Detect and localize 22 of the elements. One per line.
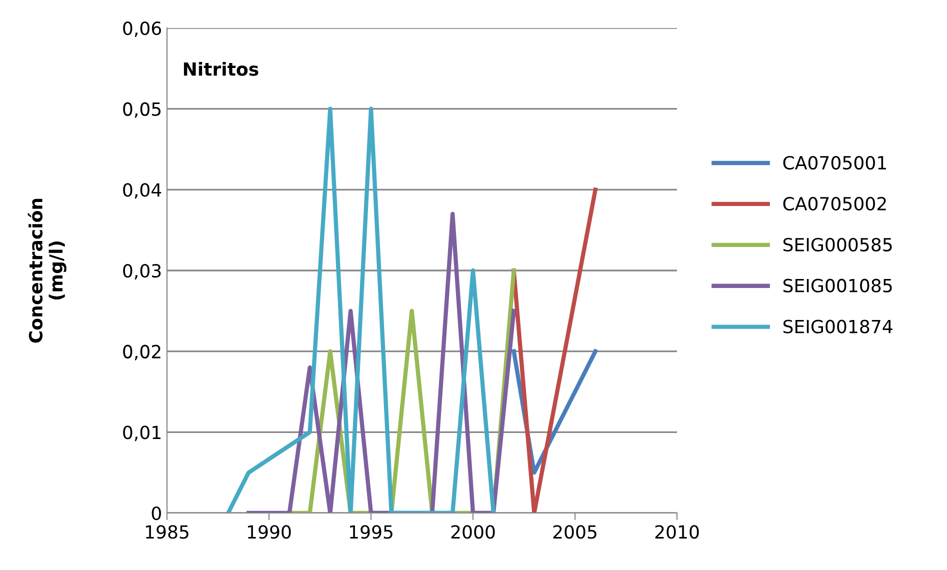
x-tick-label: 2010 (655, 525, 699, 539)
text: Nitritos (184, 62, 258, 76)
legend-label: SEIG001874 (783, 320, 892, 334)
legend-label: SEIG001085 (783, 278, 892, 292)
y-tick-label: 0,02 (123, 344, 160, 360)
y-tick-label: 0,04 (123, 183, 162, 199)
y-tick-label: 0,01 (123, 426, 160, 442)
y-tick-label: 0,06 (123, 21, 161, 37)
line-series (226, 106, 496, 513)
legend-label: CA0705002 (783, 196, 886, 211)
line-series (246, 212, 516, 513)
y-tick-label: 0 (152, 506, 161, 520)
x-tick-label: 1990 (248, 525, 291, 539)
y-axis-title: Concentración (mg/l) (28, 198, 66, 343)
x-tick-label: 2005 (553, 525, 596, 539)
y-tick-label: 0,05 (123, 102, 161, 118)
y-tick-label: 0,03 (123, 264, 161, 280)
x-tick-label: 1985 (146, 525, 188, 539)
x-tick-label: 1995 (350, 525, 392, 539)
x-tick-label: 2000 (451, 525, 495, 539)
legend-label: CA0705001 (783, 156, 886, 170)
legend-label: SEIG000585 (783, 238, 892, 252)
